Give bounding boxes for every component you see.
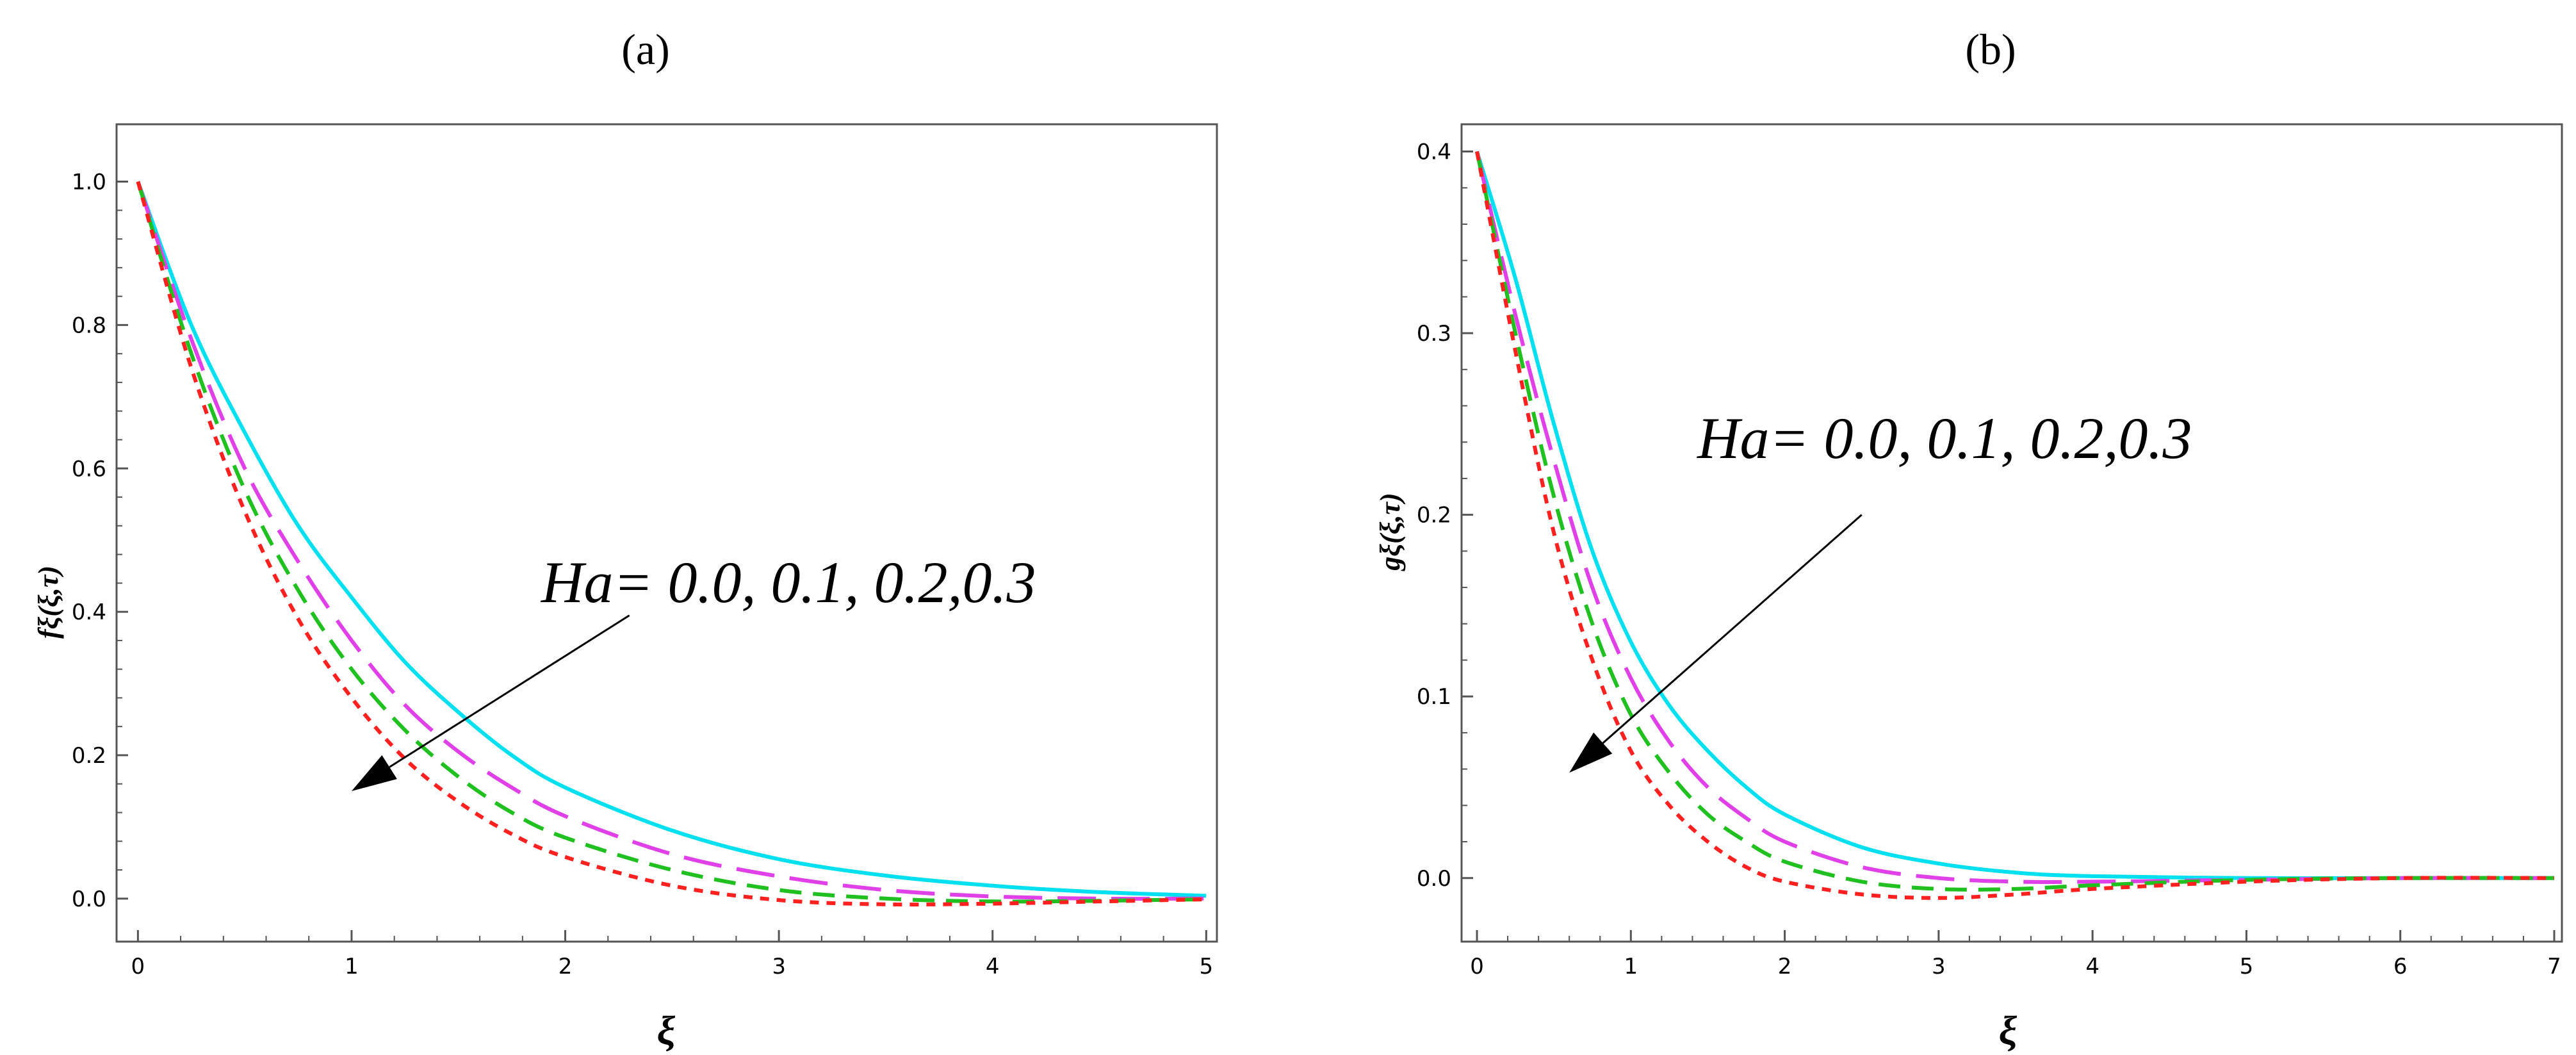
plot-frame-a <box>115 123 1218 943</box>
series-line-ha-0-1 <box>1475 151 2555 884</box>
annotation-label-a: Ha= 0.0, 0.1, 0.2,0.3 <box>541 550 1036 615</box>
annotation-arrow-b <box>1569 514 1863 773</box>
y-tick-label: 0.8 <box>72 313 106 338</box>
y-tick-label: 0.4 <box>1417 140 1451 165</box>
x-tick-label: 5 <box>1200 954 1214 979</box>
x-axis-title-b: ξ <box>1999 1008 2018 1053</box>
x-ticks-a: 0 1 2 3 4 5 <box>131 930 1214 979</box>
arrow-shaft <box>1602 514 1863 744</box>
x-tick-label: 4 <box>2085 954 2099 979</box>
series-line-ha-0-2 <box>1475 151 2555 892</box>
series-group-b <box>1475 151 2555 900</box>
x-tick-label: 7 <box>2547 954 2561 979</box>
x-tick-label: 1 <box>1624 954 1638 979</box>
arrow-head <box>351 755 397 791</box>
y-tick-label: 0.2 <box>1417 503 1451 528</box>
y-tick-label: 0.1 <box>1417 684 1451 710</box>
x-tick-label: 6 <box>2393 954 2408 979</box>
x-tick-label: 1 <box>345 954 359 979</box>
arrow-shaft <box>389 614 630 768</box>
series-line-ha-0-0 <box>1475 151 2554 880</box>
series-line-ha-0-3 <box>136 181 1207 907</box>
y-tick-label: 0.6 <box>72 456 106 482</box>
panel-a: (a) 0 1 2 3 4 5 0.0 0.2 0.4 0.6 0.8 1.0 Ha= 0.0, 0… <box>33 25 1218 1053</box>
y-ticks-b: 0.0 0.1 0.2 0.3 0.4 <box>1417 140 1473 892</box>
panel-a-label: (a) <box>621 25 669 74</box>
x-tick-label: 2 <box>1778 954 1792 979</box>
panel-b: (b) 0 1 2 3 4 5 6 7 0.0 0.1 0.2 0.3 0.4 Ha= 0.0, 0.… <box>1374 25 2563 1053</box>
x-tick-label: 5 <box>2240 954 2254 979</box>
series-line-ha-0-2 <box>136 181 1207 904</box>
annotation-arrow-a <box>351 614 630 791</box>
x-tick-label: 4 <box>986 954 1000 979</box>
series-line-ha-0-0 <box>136 181 1207 898</box>
series-line-ha-0-3 <box>1475 151 2555 900</box>
x-tick-label: 2 <box>558 954 573 979</box>
annotation-label-b: Ha= 0.0, 0.1, 0.2,0.3 <box>1697 405 2192 471</box>
series-line-ha-0-1 <box>136 181 1207 901</box>
y-axis-title-b: gξ(ξ,τ) <box>1374 493 1406 571</box>
arrow-head <box>1569 732 1613 773</box>
y-ticks-a: 0.0 0.2 0.4 0.6 0.8 1.0 <box>72 170 128 912</box>
x-axis-title-a: ξ <box>657 1008 676 1053</box>
x-tick-label: 3 <box>1932 954 1946 979</box>
plot-frame-b <box>1460 123 2563 943</box>
y-tick-label: 0.0 <box>72 887 106 912</box>
series-group-a <box>136 181 1207 907</box>
y-axis-title-a: fξ(ξ,τ) <box>33 566 64 639</box>
y-tick-label: 0.2 <box>72 743 106 769</box>
x-ticks-b: 0 1 2 3 4 5 6 7 <box>1470 930 2561 979</box>
panel-b-label: (b) <box>1965 25 2016 74</box>
y-tick-label: 0.4 <box>72 600 106 625</box>
x-tick-label: 0 <box>131 954 145 979</box>
y-tick-label: 0.3 <box>1417 321 1451 347</box>
x-tick-label: 0 <box>1470 954 1484 979</box>
x-tick-label: 3 <box>772 954 786 979</box>
y-tick-label: 0.0 <box>1417 866 1451 892</box>
y-tick-label: 1.0 <box>72 170 106 195</box>
